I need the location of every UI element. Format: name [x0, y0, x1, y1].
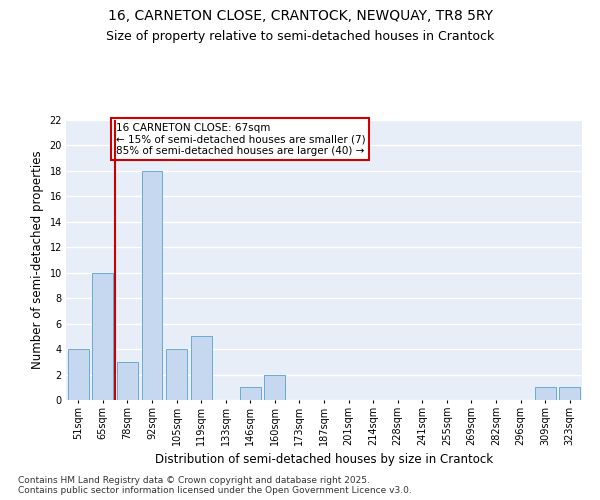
Bar [117, 362, 138, 400]
Bar [142, 171, 163, 400]
Bar [240, 388, 261, 400]
Bar [265, 374, 286, 400]
Bar [166, 349, 187, 400]
X-axis label: Distribution of semi-detached houses by size in Crantock: Distribution of semi-detached houses by … [155, 454, 493, 466]
Text: 16, CARNETON CLOSE, CRANTOCK, NEWQUAY, TR8 5RY: 16, CARNETON CLOSE, CRANTOCK, NEWQUAY, T… [107, 9, 493, 23]
Text: 16 CARNETON CLOSE: 67sqm
← 15% of semi-detached houses are smaller (7)
85% of se: 16 CARNETON CLOSE: 67sqm ← 15% of semi-d… [116, 122, 365, 156]
Bar [559, 388, 580, 400]
Bar [68, 349, 89, 400]
Text: Contains HM Land Registry data © Crown copyright and database right 2025.
Contai: Contains HM Land Registry data © Crown c… [18, 476, 412, 495]
Text: Size of property relative to semi-detached houses in Crantock: Size of property relative to semi-detach… [106, 30, 494, 43]
Bar [535, 388, 556, 400]
Bar [191, 336, 212, 400]
Bar [92, 272, 113, 400]
Y-axis label: Number of semi-detached properties: Number of semi-detached properties [31, 150, 44, 370]
